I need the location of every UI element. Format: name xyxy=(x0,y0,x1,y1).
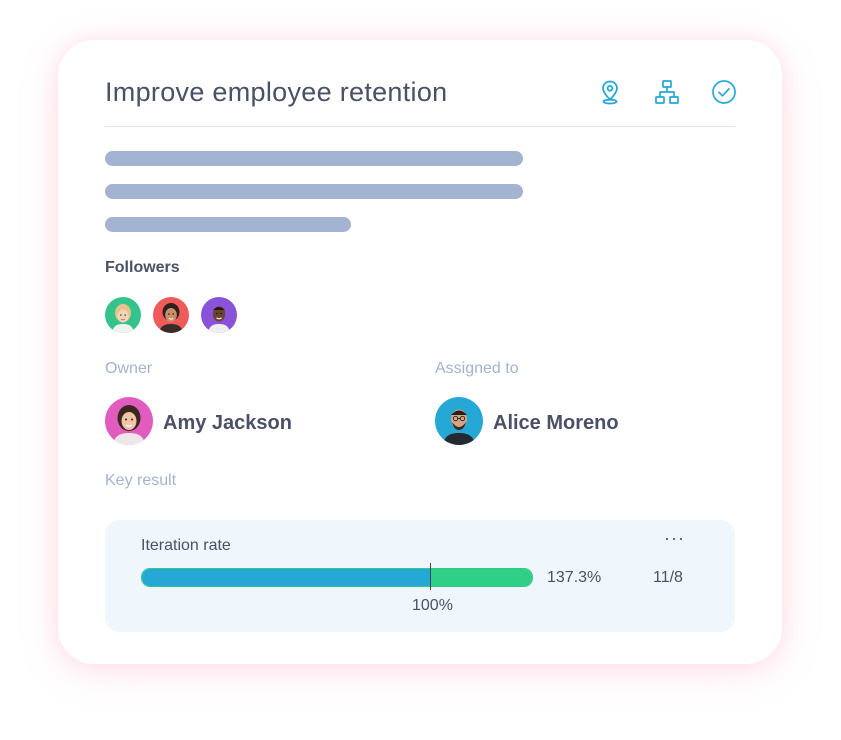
assignee-name: Alice Moreno xyxy=(493,412,619,434)
followers-label: Followers xyxy=(105,259,180,276)
title-divider xyxy=(105,126,735,127)
progress-percent: 137.3% xyxy=(547,569,602,586)
description-placeholder-line xyxy=(105,184,523,199)
follower-avatar[interactable] xyxy=(105,297,141,333)
progress-fill-to-target xyxy=(142,569,431,586)
description-placeholder-line xyxy=(105,217,351,232)
progress-bar xyxy=(141,568,533,587)
target-marker xyxy=(430,563,431,590)
assignee-label: Assigned to xyxy=(435,360,519,377)
assignee-avatar[interactable] xyxy=(435,397,483,445)
owner-avatar[interactable] xyxy=(105,397,153,445)
key-result-label: Key result xyxy=(105,472,177,489)
check-circle-icon[interactable] xyxy=(710,78,738,106)
follower-avatar[interactable] xyxy=(201,297,237,333)
map-pin-icon[interactable] xyxy=(596,78,624,106)
header-actions xyxy=(596,78,738,106)
hierarchy-icon[interactable] xyxy=(653,78,681,106)
more-options-icon[interactable]: ··· xyxy=(664,528,685,548)
progress-ratio: 11/8 xyxy=(653,569,683,586)
objective-title: Improve employee retention xyxy=(105,77,448,107)
owner-label: Owner xyxy=(105,360,153,377)
target-label: 100% xyxy=(412,597,453,614)
owner-name: Amy Jackson xyxy=(163,412,292,434)
key-result-name: Iteration rate xyxy=(141,537,231,554)
follower-avatar[interactable] xyxy=(153,297,189,333)
progress-fill-over-target xyxy=(431,569,532,586)
description-placeholder-line xyxy=(105,151,523,166)
